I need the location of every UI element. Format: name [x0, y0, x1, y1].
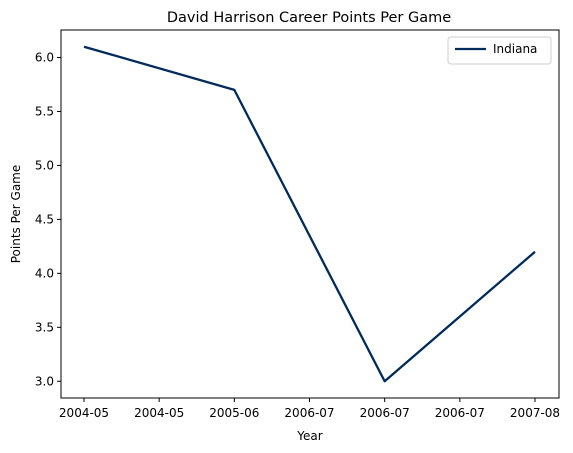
series-line-indiana [83, 45, 536, 383]
legend: Indiana [447, 36, 552, 65]
y-axis-ticks: 3.0 3.5 4.0 4.5 5.0 5.5 6.0 [35, 51, 61, 388]
legend-label-indiana: Indiana [493, 42, 537, 56]
x-axis-label: Year [296, 429, 322, 443]
x-tick-label: 2006-07 [360, 406, 410, 420]
x-tick-label: 2005-06 [209, 406, 259, 420]
y-axis-label: Points Per Game [9, 165, 23, 264]
plot-area [60, 29, 560, 399]
series-layer [83, 45, 536, 383]
y-tick-label: 3.0 [35, 374, 54, 388]
y-tick-label: 4.5 [35, 212, 54, 226]
x-tick-label: 2006-07 [284, 406, 334, 420]
y-tick-label: 5.0 [35, 158, 54, 172]
y-tick-label: 5.5 [35, 104, 54, 118]
y-tick-label: 4.0 [35, 266, 54, 280]
y-tick-label: 3.5 [35, 320, 54, 334]
x-axis-ticks: 2004-05 2004-05 2005-06 2006-07 2006-07 2006-… [59, 398, 560, 420]
x-tick-label: 2004-05 [59, 406, 109, 420]
legend-box [447, 36, 552, 65]
x-tick-label: 2004-05 [134, 406, 184, 420]
y-tick-label: 6.0 [35, 51, 54, 65]
x-tick-label: 2007-08 [510, 406, 560, 420]
x-tick-label: 2006-07 [435, 406, 485, 420]
chart-title: David Harrison Career Points Per Game [167, 10, 451, 26]
